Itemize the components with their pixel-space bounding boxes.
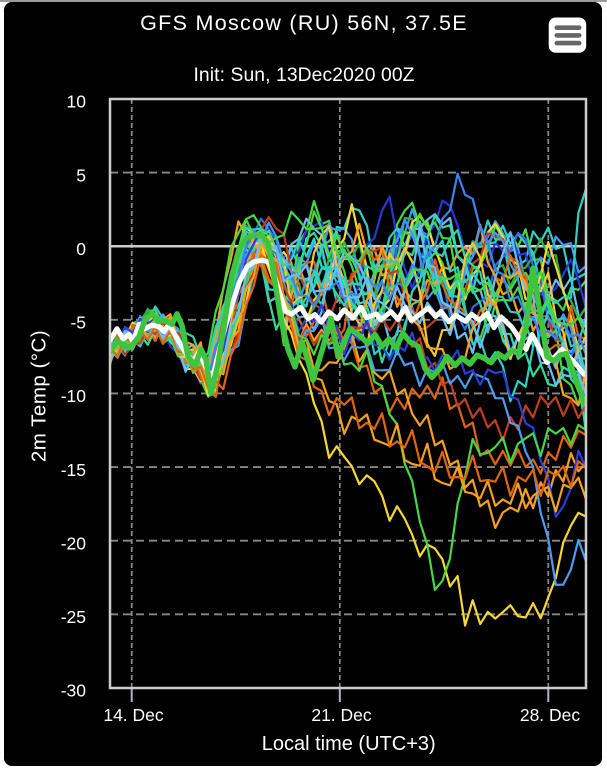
svg-text:2m Temp (°C): 2m Temp (°C) (28, 330, 51, 462)
svg-text:14. Dec: 14. Dec (103, 705, 164, 725)
svg-text:GFS Moscow (RU) 56N, 37.5E: GFS Moscow (RU) 56N, 37.5E (140, 11, 468, 35)
svg-text:Local time (UTC+3): Local time (UTC+3) (262, 733, 436, 755)
svg-text:-30: -30 (61, 681, 87, 701)
svg-text:0: 0 (76, 239, 86, 259)
svg-text:-10: -10 (61, 386, 87, 406)
svg-text:-15: -15 (61, 460, 86, 480)
svg-text:10: 10 (67, 92, 87, 112)
svg-text:-25: -25 (61, 607, 86, 627)
svg-text:21. Dec: 21. Dec (311, 705, 372, 725)
svg-text:Init: Sun, 13Dec2020 00Z: Init: Sun, 13Dec2020 00Z (193, 65, 414, 86)
svg-text:-20: -20 (61, 533, 87, 553)
svg-text:-5: -5 (70, 313, 86, 333)
svg-text:5: 5 (76, 165, 86, 185)
svg-text:28. Dec: 28. Dec (520, 705, 581, 725)
